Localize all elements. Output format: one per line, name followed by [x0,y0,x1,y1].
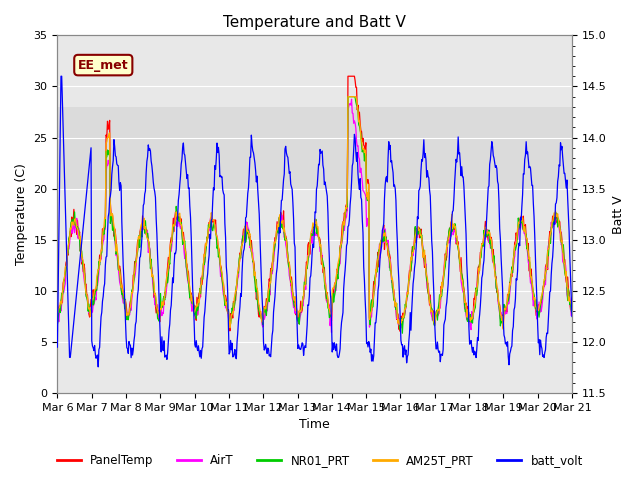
Text: EE_met: EE_met [78,59,129,72]
X-axis label: Time: Time [300,419,330,432]
Legend: PanelTemp, AirT, NR01_PRT, AM25T_PRT, batt_volt: PanelTemp, AirT, NR01_PRT, AM25T_PRT, ba… [52,449,588,472]
Title: Temperature and Batt V: Temperature and Batt V [223,15,406,30]
Bar [58,107,572,189]
Y-axis label: Batt V: Batt V [612,195,625,234]
Y-axis label: Temperature (C): Temperature (C) [15,163,28,265]
